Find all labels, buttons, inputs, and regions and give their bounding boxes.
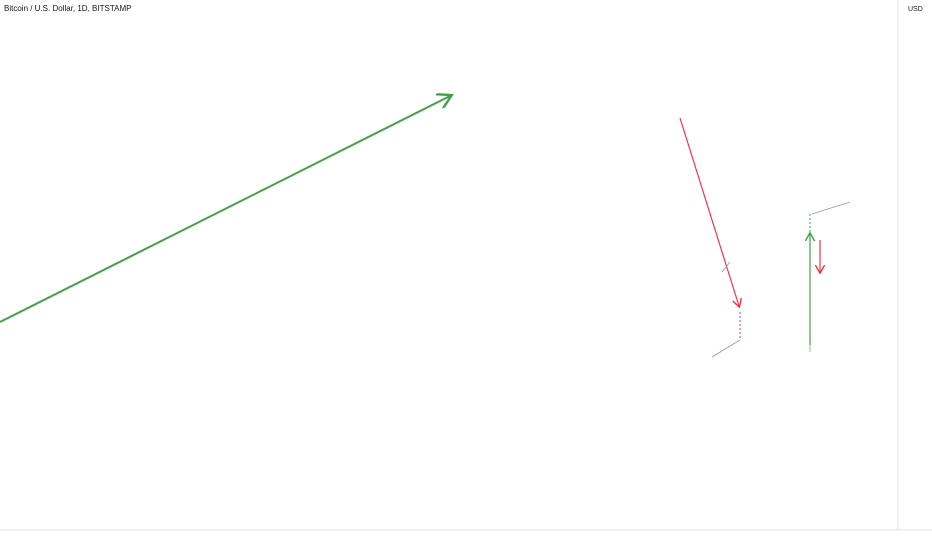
trend-arrow [0, 96, 450, 323]
callout-pointer [811, 201, 851, 215]
callout-pointer [721, 261, 731, 273]
price-axis [898, 0, 932, 530]
squeeze-arrow [679, 117, 739, 306]
currency-label: USD [908, 6, 923, 13]
chart-title: Bitcoin / U.S. Dollar, 1D, BITSTAMP [4, 4, 131, 13]
callout-pointer [711, 339, 741, 358]
